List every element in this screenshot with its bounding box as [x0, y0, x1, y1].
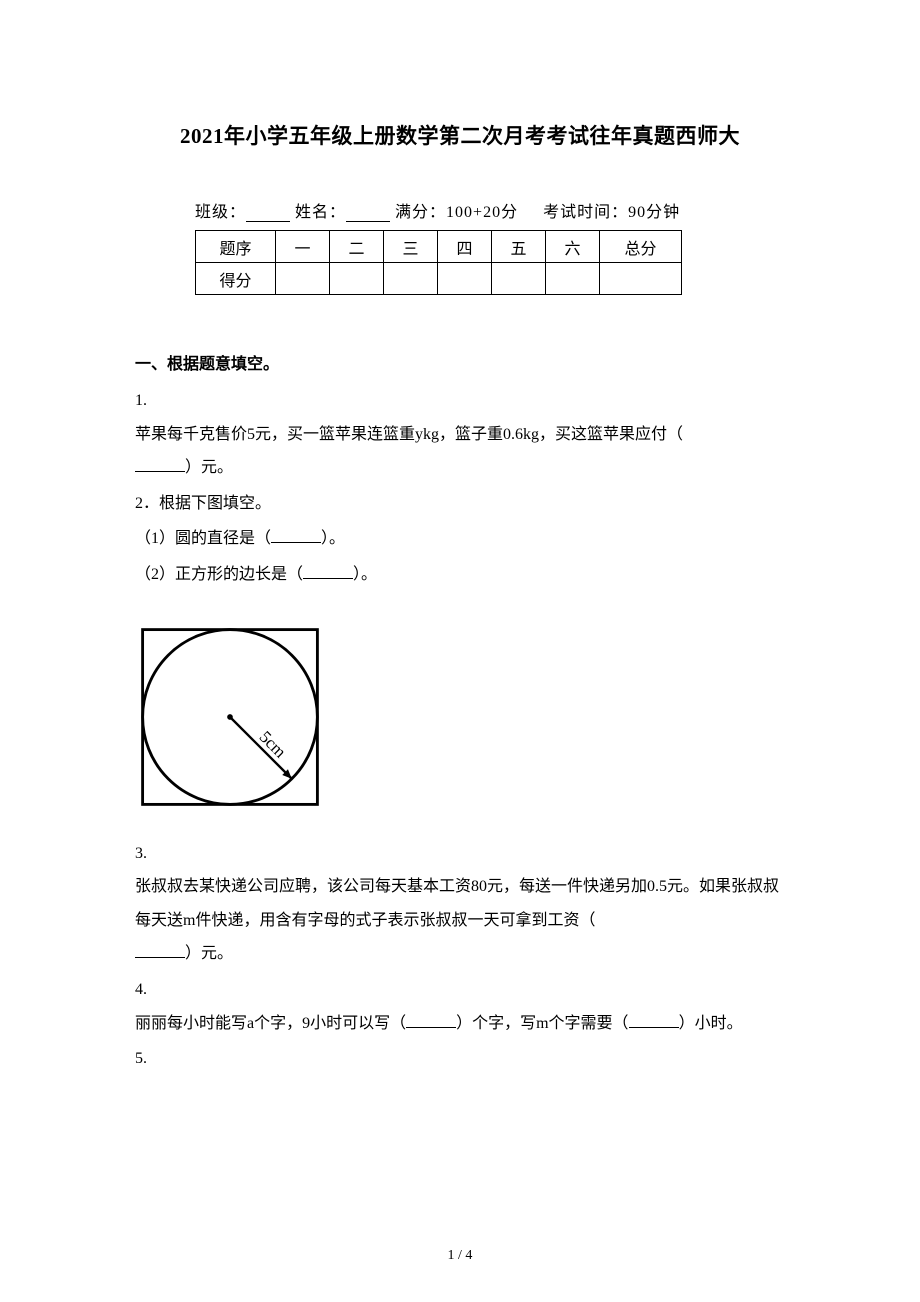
q2-part2-a: （2）正方形的边长是（: [135, 566, 303, 583]
q4-text-b: ）个字，写m个字需要（: [456, 1015, 628, 1032]
exam-header-info: 班级： 姓名： 满分：100+20分 考试时间：90分钟: [195, 198, 785, 222]
table-cell: 六: [546, 231, 600, 263]
table-cell: 一: [276, 231, 330, 263]
q3-text-b: ）元。: [185, 945, 233, 962]
q3-text-a: 张叔叔去某快递公司应聘，该公司每天基本工资80元，每送一件快递另加0.5元。如果…: [135, 878, 779, 929]
q3-blank[interactable]: [135, 942, 185, 958]
table-cell: 二: [330, 231, 384, 263]
q5-number: 5.: [135, 1042, 785, 1076]
q4-text-a: 丽丽每小时能写a个字，9小时可以写（: [135, 1015, 406, 1032]
q1-text-b: ）元。: [185, 459, 233, 476]
q2-number: 2．: [135, 495, 159, 512]
q4-number: 4.: [135, 973, 785, 1007]
score-table: 题序 一 二 三 四 五 六 总分 得分: [195, 230, 682, 295]
q2-part2-b: ）。: [353, 566, 377, 583]
radius-label: 5cm: [256, 727, 291, 762]
q2: 2．根据下图填空。: [135, 487, 785, 521]
score-input-cell[interactable]: [330, 263, 384, 295]
q3-text: 张叔叔去某快递公司应聘，该公司每天基本工资80元，每送一件快递另加0.5元。如果…: [135, 870, 785, 971]
score-input-cell[interactable]: [600, 263, 682, 295]
q2-blank1[interactable]: [271, 527, 321, 543]
q1-number: 1.: [135, 384, 785, 418]
q1-text-a: 苹果每千克售价5元，买一篮苹果连篮重ykg，篮子重0.6kg，买这篮苹果应付（: [135, 426, 683, 443]
time-label: 考试时间：: [543, 204, 628, 221]
name-label: 姓名：: [295, 204, 346, 221]
q2-figure: 5cm: [135, 622, 785, 817]
table-row: 题序 一 二 三 四 五 六 总分: [196, 231, 682, 263]
exam-title: 2021年小学五年级上册数学第二次月考考试往年真题西师大: [135, 120, 785, 150]
q2-part1: （1）圆的直径是（ ）。: [135, 522, 785, 556]
q2-part2: （2）正方形的边长是（ ）。: [135, 558, 785, 592]
table-cell: 得分: [196, 263, 276, 295]
time-value: 90分钟: [628, 204, 680, 221]
table-cell: 五: [492, 231, 546, 263]
q1-text: 苹果每千克售价5元，买一篮苹果连篮重ykg，篮子重0.6kg，买这篮苹果应付（ …: [135, 418, 785, 485]
table-cell: 总分: [600, 231, 682, 263]
table-cell: 三: [384, 231, 438, 263]
circle-in-square-diagram: 5cm: [135, 622, 325, 812]
score-input-cell[interactable]: [546, 263, 600, 295]
page-number: 1 / 4: [0, 1248, 920, 1264]
q2-part1-b: ）。: [321, 530, 345, 547]
class-blank[interactable]: [246, 221, 290, 222]
q3-number: 3.: [135, 837, 785, 871]
score-input-cell[interactable]: [276, 263, 330, 295]
q4-blank2[interactable]: [629, 1012, 679, 1028]
q2-blank2[interactable]: [303, 563, 353, 579]
score-input-cell[interactable]: [438, 263, 492, 295]
table-cell: 四: [438, 231, 492, 263]
score-input-cell[interactable]: [492, 263, 546, 295]
section-1-title: 一、根据题意填空。: [135, 350, 785, 374]
table-row: 得分: [196, 263, 682, 295]
q2-intro: 根据下图填空。: [159, 495, 271, 512]
class-label: 班级：: [195, 204, 246, 221]
fullscore-value: 100+20分: [446, 204, 518, 221]
fullscore-label: 满分：: [395, 204, 446, 221]
table-cell: 题序: [196, 231, 276, 263]
q4-text: 丽丽每小时能写a个字，9小时可以写（ ）个字，写m个字需要（ ）小时。: [135, 1007, 785, 1041]
q4-text-c: ）小时。: [679, 1015, 743, 1032]
score-input-cell[interactable]: [384, 263, 438, 295]
name-blank[interactable]: [346, 221, 390, 222]
q4-blank1[interactable]: [406, 1012, 456, 1028]
q1-blank[interactable]: [135, 456, 185, 472]
q2-part1-a: （1）圆的直径是（: [135, 530, 271, 547]
